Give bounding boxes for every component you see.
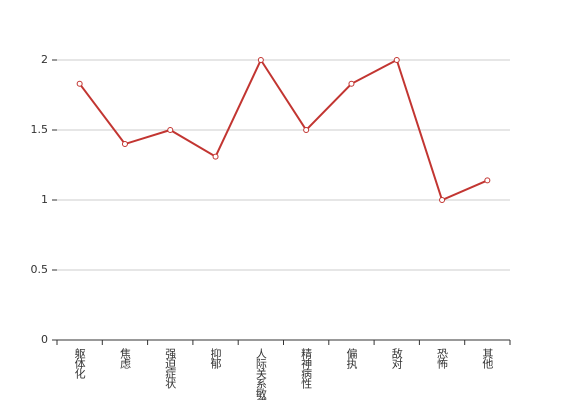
x-tick-label: 敌对: [390, 347, 403, 369]
point: [303, 127, 310, 133]
line: [78, 57, 488, 202]
x-tick-label: 强迫症状: [164, 348, 177, 389]
x-tick-label: 焦虑: [118, 348, 131, 369]
x-tick-label: 偏执: [345, 347, 358, 370]
point: [167, 127, 174, 133]
x-tick-label: 抑郁: [209, 347, 222, 369]
x-tick-label: 精神病性: [300, 348, 313, 390]
point: [484, 177, 491, 184]
point: [212, 153, 219, 160]
y-tick-label: 2: [41, 53, 48, 66]
x-tick-label: 人际关系敏感: [254, 348, 267, 400]
point: [121, 141, 128, 147]
x-tick-label: 躯体化: [73, 348, 86, 380]
x-tick-label: 恐怖: [436, 348, 449, 369]
y-tick-label: 0.5: [31, 263, 49, 276]
y-tick-label: 1: [41, 193, 48, 206]
y-tick-label: 1.5: [31, 123, 49, 136]
point: [76, 80, 83, 87]
point: [439, 197, 446, 203]
y-tick-label: 0: [41, 333, 48, 346]
x-tick-label: 其他: [481, 348, 494, 369]
point: [348, 80, 355, 87]
point: [257, 57, 264, 63]
point: [393, 57, 400, 63]
